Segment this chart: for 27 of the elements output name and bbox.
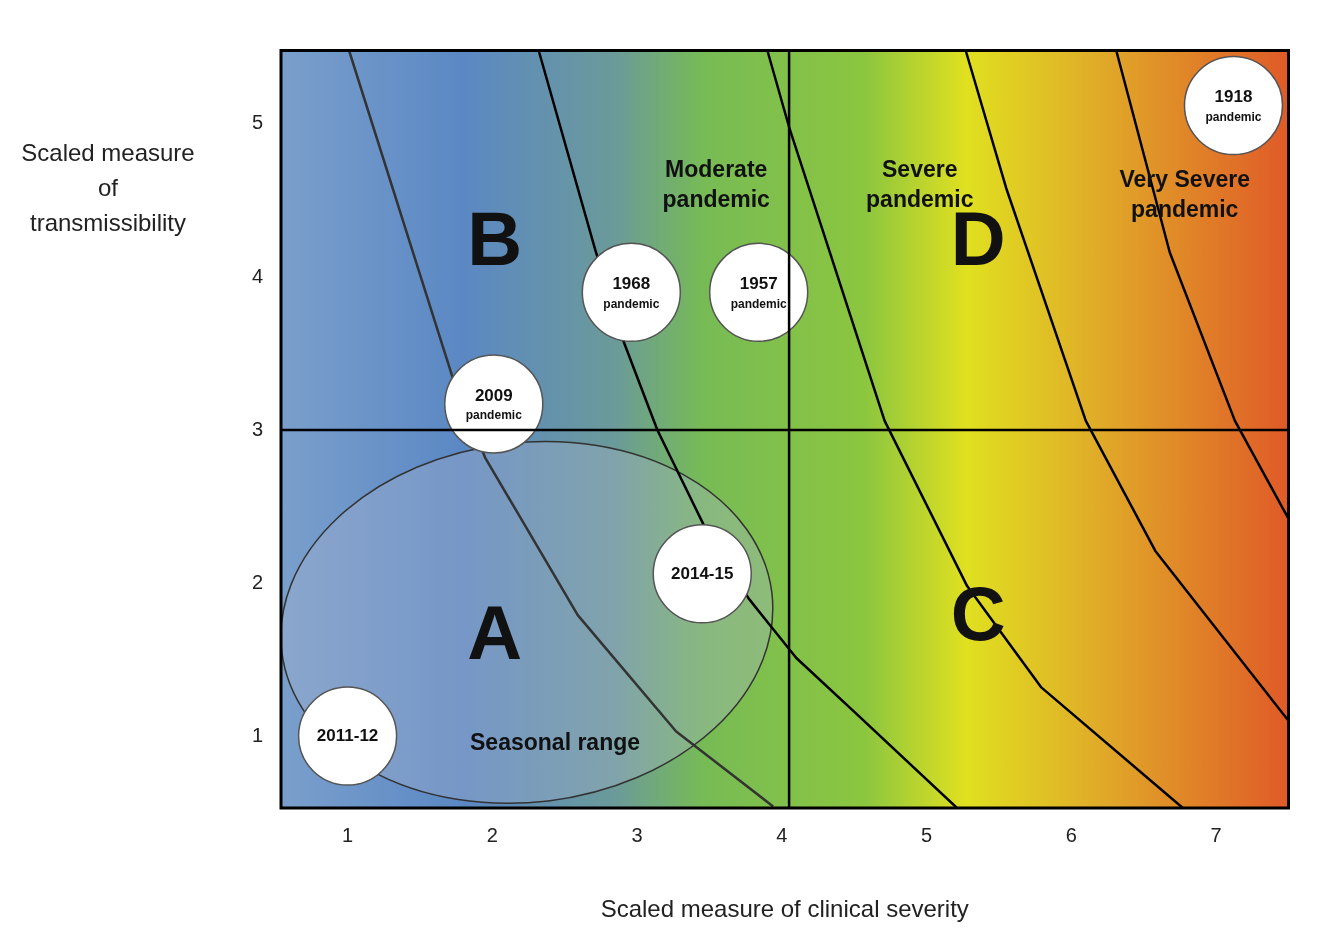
x-tick-label: 3: [631, 823, 643, 846]
x-tick-label: 6: [1065, 823, 1077, 846]
y-tick-label: 2: [251, 570, 263, 593]
annotation: 1957 pandemic: [730, 273, 788, 311]
y-tick-label: 3: [251, 417, 263, 440]
y-axis-title: Scaled measure of transmissibility: [20, 138, 196, 238]
annotation: B: [467, 196, 523, 282]
y-tick-label: 5: [251, 111, 263, 134]
annotation: 2011-12: [316, 725, 379, 745]
annotation: Moderate pandemic: [662, 156, 771, 213]
x-axis-title: Scaled measure of clinical severity: [600, 895, 969, 923]
annotation: 1918 pandemic: [1205, 87, 1262, 124]
x-tick-label: 4: [776, 823, 788, 846]
annotation: 2014-15: [671, 563, 734, 583]
point: [652, 524, 752, 624]
point: [297, 686, 398, 786]
y-tick-label: 1: [251, 723, 263, 746]
annotation: A: [467, 590, 523, 676]
y-tick-label: 4: [251, 264, 263, 287]
annotation: 1968 pandemic: [603, 273, 660, 311]
x-tick-label: 1: [342, 823, 354, 846]
annotation: 2009 pandemic: [465, 385, 523, 423]
x-tick-label: 5: [921, 823, 933, 846]
x-tick-label: 2: [486, 823, 498, 846]
x-tick-label: 7: [1210, 823, 1222, 846]
annotation: Seasonal range: [470, 728, 641, 755]
annotation: Severe pandemic: [866, 156, 974, 213]
